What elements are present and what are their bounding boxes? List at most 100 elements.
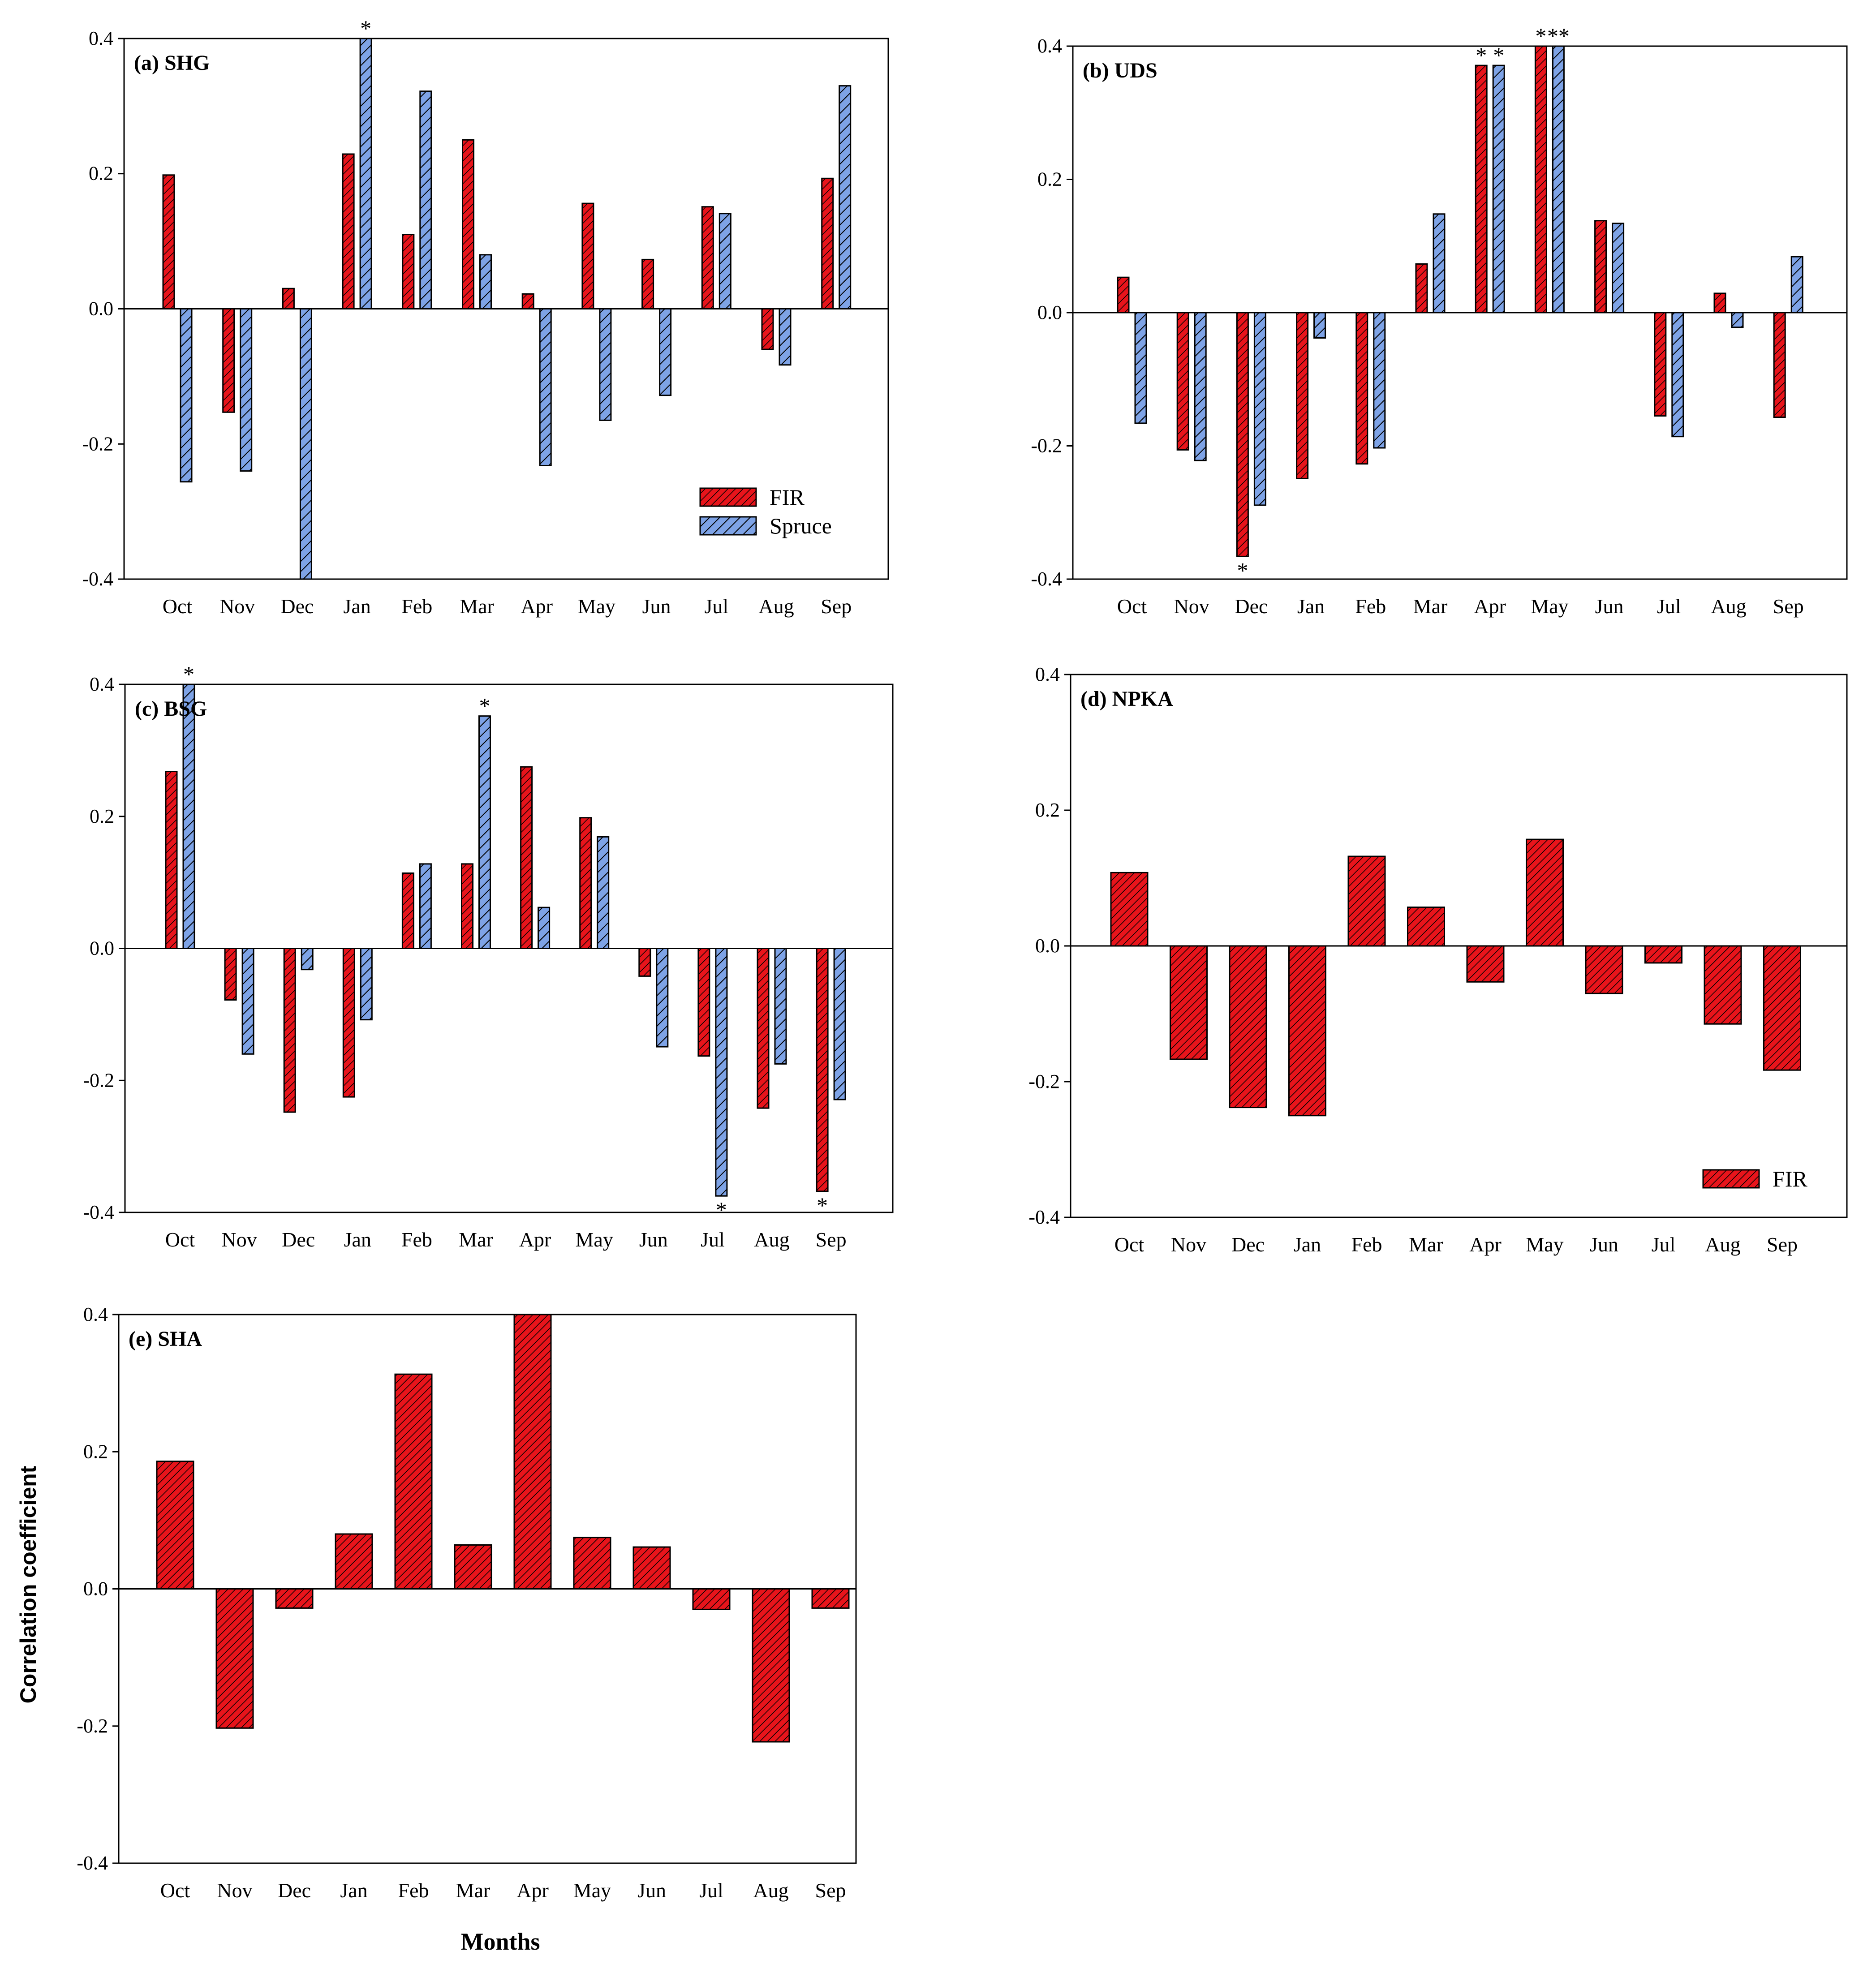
bar-fir-sep: [821, 177, 834, 309]
x-tick-label: Mar: [459, 1228, 493, 1251]
x-tick-label: Jun: [642, 595, 671, 618]
bar-fir-dec: [1236, 312, 1249, 557]
x-tick-label: Oct: [1114, 1233, 1145, 1256]
bar-spruce-apr: [538, 907, 551, 949]
x-tick-label: Oct: [160, 1879, 190, 1902]
x-tick-label: Jul: [704, 595, 728, 618]
bar-fir-mar: [454, 1544, 492, 1590]
x-tick-label: Jan: [1294, 1233, 1321, 1256]
x-tick-label: Nov: [1174, 595, 1209, 618]
y-tick-label: 0.4: [83, 1303, 108, 1325]
significance-mark: *: [1535, 23, 1546, 48]
x-tick-label: May: [578, 595, 615, 618]
x-tick-label: Jun: [1590, 1233, 1618, 1256]
bar-fir-jan: [1288, 945, 1326, 1117]
x-tick-label: Apr: [521, 595, 553, 618]
x-tick-label: Nov: [217, 1879, 252, 1902]
bar-fir-jul: [1654, 312, 1667, 417]
bar-fir-dec: [275, 1588, 314, 1609]
bar-spruce-apr: [1492, 64, 1505, 314]
significance-mark: *: [1476, 43, 1487, 68]
significance-mark: *: [1493, 43, 1504, 68]
x-tick-label: Aug: [754, 1228, 789, 1251]
legend: FIR: [1702, 1166, 1807, 1191]
bar-fir-jun: [1594, 220, 1607, 314]
bar-fir-apr: [513, 1314, 552, 1590]
bar-fir-may: [1534, 45, 1547, 314]
bar-fir-dec: [282, 288, 295, 310]
x-tick-label: Nov: [221, 1228, 257, 1251]
x-tick-label: Mar: [460, 595, 494, 618]
bar-spruce-aug: [779, 308, 792, 366]
bar-fir-mar: [462, 139, 474, 309]
panel-title: (d) NPKA: [1080, 687, 1173, 711]
chart-panel: -0.4 -0.2 0.0 0.2 0.4 Oct Nov Dec Jan Feb Mar Apr Ma…: [1031, 23, 1848, 618]
x-tick-label: Feb: [398, 1879, 429, 1902]
significance-mark: *: [360, 16, 371, 41]
bar-spruce-jan: [359, 38, 372, 309]
y-tick-label: 0.4: [89, 27, 113, 49]
y-tick-label: -0.4: [1028, 1206, 1060, 1228]
bar-fir-oct: [1110, 872, 1149, 947]
panel-title: (e) SHA: [129, 1327, 202, 1351]
y-tick-label: 0.4: [1037, 35, 1062, 57]
x-tick-label: Aug: [1711, 595, 1746, 618]
y-tick-label: -0.4: [1031, 568, 1062, 590]
x-tick-label: Apr: [516, 1879, 549, 1902]
bar-fir-mar: [1407, 907, 1445, 947]
bar-spruce-aug: [774, 948, 787, 1065]
x-tick-label: Dec: [1235, 595, 1268, 618]
bar-spruce-jul: [719, 213, 731, 309]
y-tick-label: 0.2: [83, 1440, 108, 1462]
x-tick-label: Mar: [1409, 1233, 1443, 1256]
x-tick-label: May: [1531, 595, 1568, 618]
x-tick-label: Dec: [1231, 1233, 1265, 1256]
bar-fir-sep: [1773, 312, 1786, 418]
y-tick-label: 0.2: [1035, 799, 1060, 821]
bar-fir-jul: [1644, 945, 1682, 964]
x-tick-label: Sep: [815, 1879, 846, 1902]
y-tick-label: 0.2: [90, 805, 114, 827]
bar-fir-may: [1526, 838, 1564, 947]
x-tick-label: Mar: [1413, 595, 1448, 618]
y-tick-label: -0.2: [82, 433, 113, 455]
x-tick-label: Oct: [1117, 595, 1147, 618]
x-tick-label: Aug: [1705, 1233, 1740, 1256]
bar-spruce-dec: [299, 308, 312, 580]
bar-fir-dec: [1229, 945, 1267, 1109]
bar-spruce-feb: [1373, 312, 1386, 449]
bar-spruce-mar: [478, 715, 491, 949]
significance-mark: *: [1237, 558, 1248, 583]
x-tick-label: Jun: [1595, 595, 1624, 618]
bar-fir-oct: [156, 1461, 194, 1590]
bar-fir-feb: [1355, 312, 1368, 465]
x-axis-label: Months: [460, 1928, 540, 1955]
y-tick-label: 0.0: [1035, 935, 1060, 957]
x-tick-label: Oct: [165, 1228, 195, 1251]
x-tick-label: Apr: [519, 1228, 551, 1251]
legend-swatch: [1702, 1169, 1760, 1189]
bar-spruce-jun: [656, 948, 669, 1048]
x-tick-label: Jul: [699, 1879, 723, 1902]
bar-fir-jun: [1585, 945, 1623, 994]
bar-spruce-may: [599, 308, 612, 421]
x-tick-label: Aug: [753, 1879, 788, 1902]
x-tick-label: Feb: [401, 1228, 432, 1251]
y-tick-label: 0.0: [83, 1578, 108, 1600]
bar-fir-feb: [394, 1373, 433, 1590]
bar-fir-feb: [401, 872, 414, 949]
bar-spruce-may: [597, 836, 610, 950]
bar-spruce-may: [1552, 45, 1565, 314]
bar-fir-may: [579, 817, 592, 949]
y-tick-label: -0.2: [77, 1715, 108, 1737]
bar-spruce-oct: [182, 683, 195, 949]
chart-panel: -0.4 -0.2 0.0 0.2 0.4 Oct Nov Dec Jan Feb Mar Apr Ma…: [82, 16, 889, 618]
significance-mark: *: [183, 662, 194, 687]
x-tick-label: Sep: [1773, 595, 1804, 618]
y-tick-label: 0.0: [90, 937, 114, 959]
x-tick-label: Sep: [1767, 1233, 1798, 1256]
significance-mark: *: [716, 1197, 727, 1222]
bar-fir-aug: [757, 948, 770, 1109]
y-tick-label: 0.2: [89, 163, 113, 185]
